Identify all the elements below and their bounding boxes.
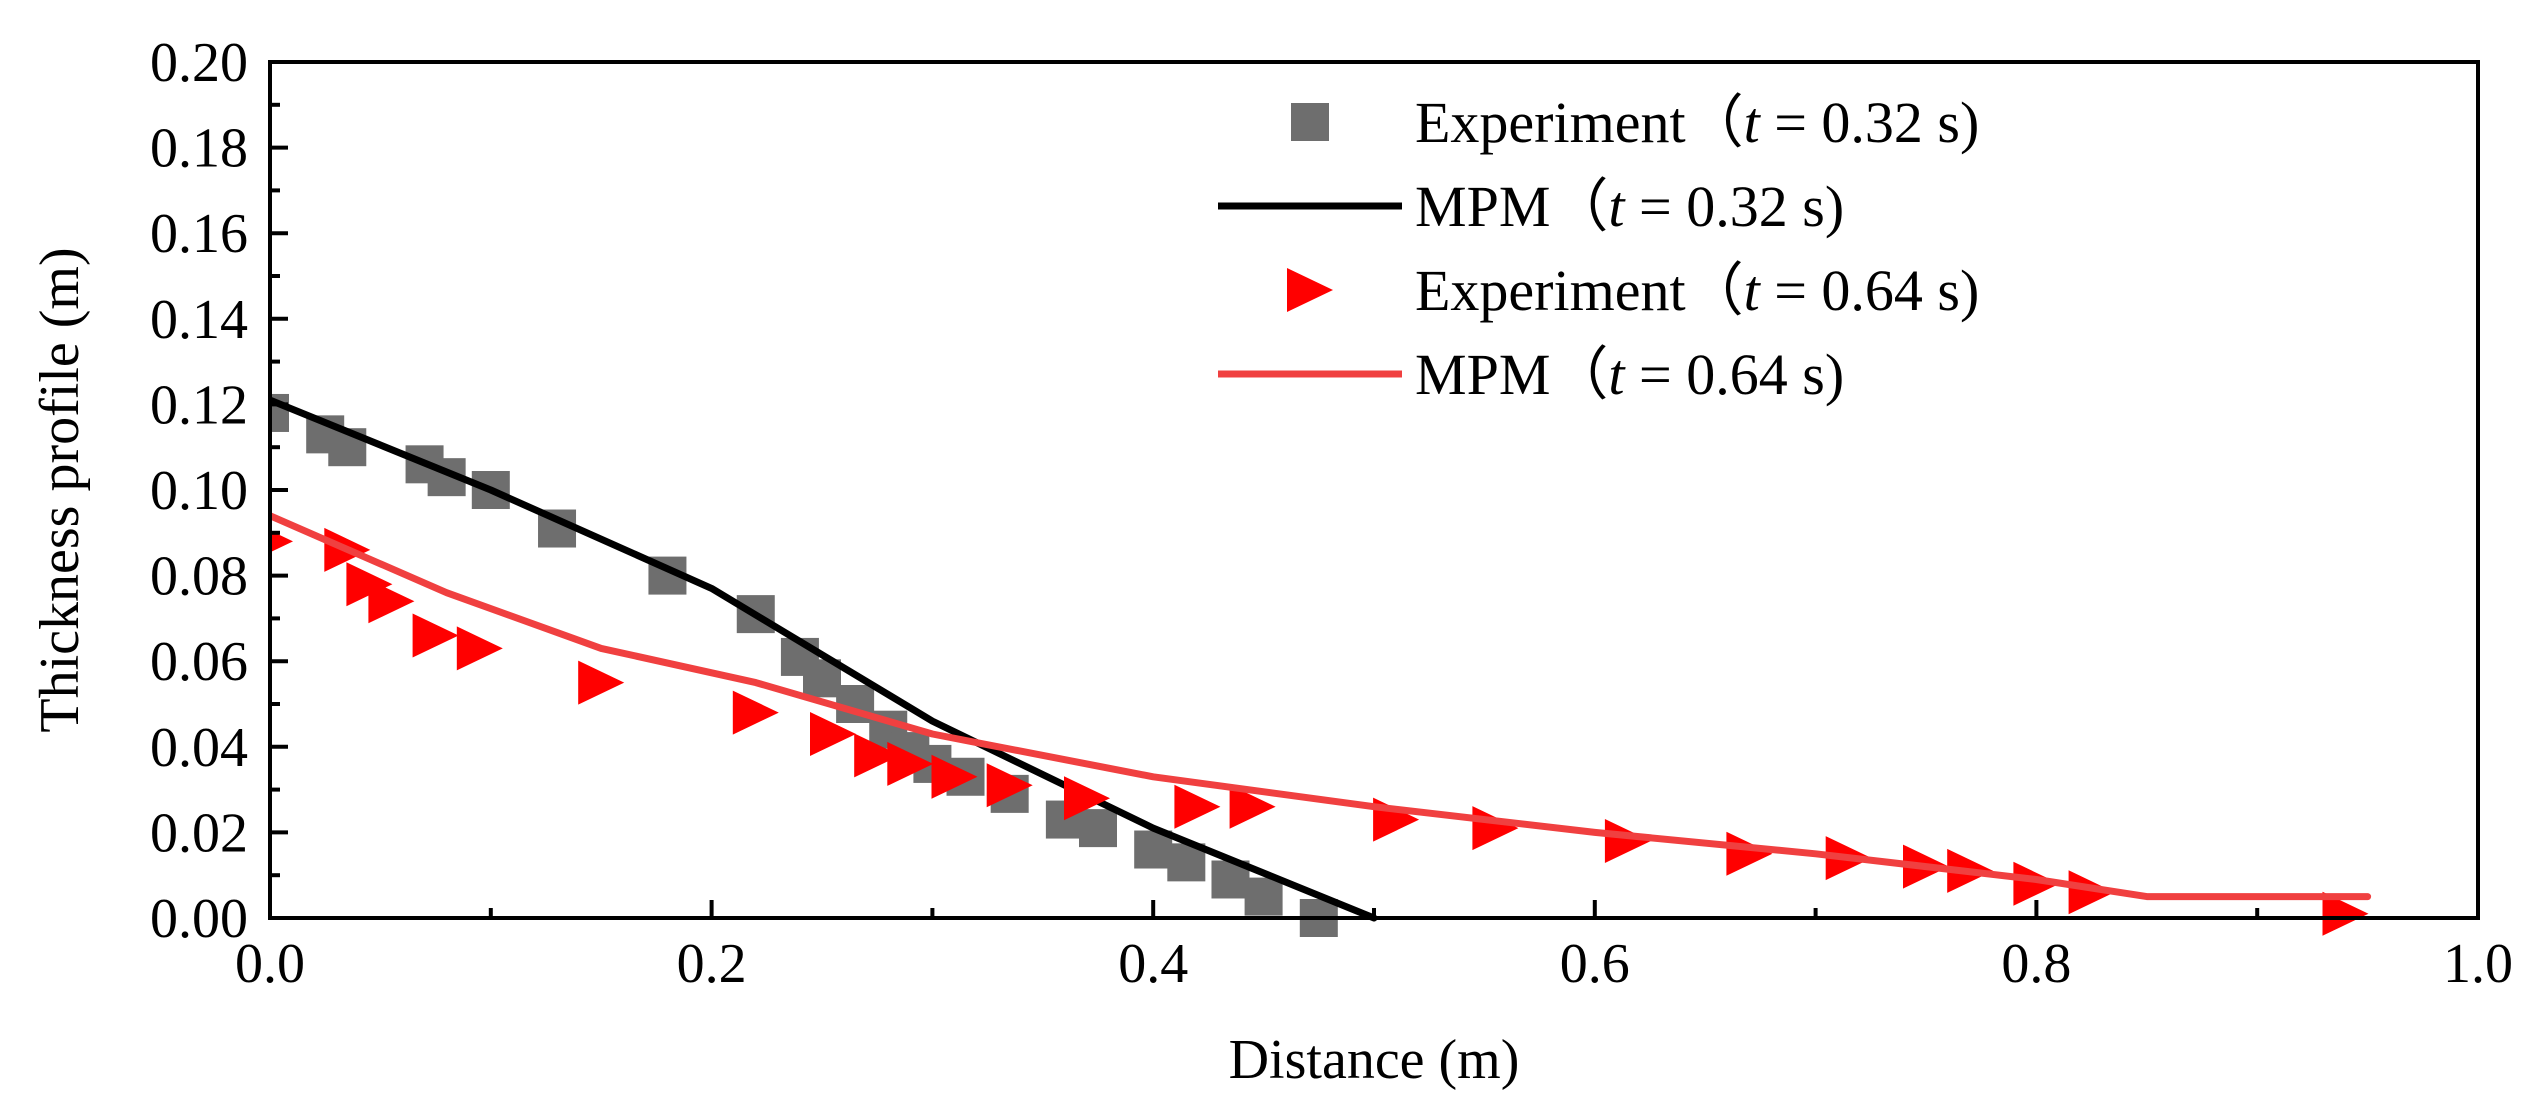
x-axis-title: Distance (m) <box>1229 1029 1520 1091</box>
legend-label-suffix: = 0.64 s) <box>1760 258 1980 323</box>
y-tick-label: 0.02 <box>150 802 248 864</box>
legend-label-prefix: MPM（ <box>1415 342 1608 407</box>
data-point <box>810 712 856 756</box>
y-tick-label: 0.00 <box>150 888 248 950</box>
legend-label-italic: t <box>1744 258 1762 323</box>
legend-label: Experiment（t = 0.32 s) <box>1415 90 1979 155</box>
plot-area <box>270 393 2372 937</box>
data-point <box>456 626 503 671</box>
axes: 0.0 0.2 0.4 0.6 0.8 1.0 0.00 0.02 0.04 0.06 0.08 0.… <box>150 32 2513 995</box>
data-point <box>1079 809 1117 848</box>
legend-label: MPM（t = 0.64 s) <box>1415 342 1844 407</box>
y-tick-label: 0.18 <box>150 118 248 180</box>
legend-label-italic: t <box>1744 90 1762 155</box>
legend-entry-4: MPM（t = 0.64 s) <box>1218 342 1844 407</box>
data-point <box>2322 891 2369 936</box>
x-tick-label: 0.8 <box>2001 933 2071 995</box>
legend-label-suffix: = 0.32 s) <box>1625 174 1845 239</box>
y-tick-label: 0.08 <box>150 546 248 608</box>
legend-triangle-swatch <box>1287 268 1333 312</box>
x-tick-label: 0.2 <box>677 933 747 995</box>
y-tick-label: 0.12 <box>150 374 248 436</box>
series-line-4 <box>270 512 2372 901</box>
legend-label-prefix: Experiment（ <box>1415 258 1744 323</box>
legend-entry-2: MPM（t = 0.32 s) <box>1218 174 1844 239</box>
legend-label-suffix: = 0.64 s) <box>1625 342 1845 407</box>
data-point <box>1229 784 1276 829</box>
legend-label-suffix: = 0.32 s) <box>1760 90 1980 155</box>
data-point <box>2013 861 2060 906</box>
data-point <box>732 690 779 735</box>
data-point <box>1244 877 1283 916</box>
data-point <box>854 733 901 778</box>
y-tick-label: 0.20 <box>150 32 248 94</box>
y-tick-label: 0.14 <box>150 289 248 351</box>
data-point <box>887 741 934 786</box>
data-point <box>412 613 459 658</box>
x-tick-label: 0.0 <box>235 933 305 995</box>
data-point <box>1604 819 1651 863</box>
y-tick-label: 0.04 <box>150 717 248 779</box>
legend-entry-1: Experiment（t = 0.32 s) <box>1291 90 1979 155</box>
legend-label: Experiment（t = 0.64 s) <box>1415 258 1979 323</box>
data-point <box>931 754 978 799</box>
x-tick-label: 1.0 <box>2443 933 2513 995</box>
legend-label-italic: t <box>1608 174 1626 239</box>
x-tick-label: 0.6 <box>1560 933 1630 995</box>
data-point <box>270 530 293 553</box>
data-point <box>578 660 625 705</box>
legend-square-swatch <box>1291 103 1329 141</box>
legend-label-italic: t <box>1608 342 1626 407</box>
series-4 <box>270 512 2372 901</box>
legend-label-prefix: Experiment（ <box>1415 90 1744 155</box>
series-2 <box>270 396 1378 922</box>
series-line-2 <box>270 396 1378 922</box>
data-point <box>1064 776 1110 821</box>
data-point <box>1174 784 1221 829</box>
data-point <box>2068 870 2115 915</box>
y-tick-label: 0.10 <box>150 460 248 522</box>
x-tick-label: 0.4 <box>1118 933 1188 995</box>
data-point <box>986 763 1033 808</box>
legend-label: MPM（t = 0.32 s) <box>1415 174 1844 239</box>
y-tick-label: 0.06 <box>150 631 248 693</box>
legend: Experiment（t = 0.32 s)MPM（t = 0.32 s)Exp… <box>1218 90 1979 407</box>
legend-label-prefix: MPM（ <box>1415 174 1608 239</box>
y-axis-title: Thickness profile (m) <box>29 247 91 732</box>
data-point <box>368 579 415 624</box>
legend-entry-3: Experiment（t = 0.64 s) <box>1287 258 1979 323</box>
y-tick-label: 0.16 <box>150 203 248 265</box>
